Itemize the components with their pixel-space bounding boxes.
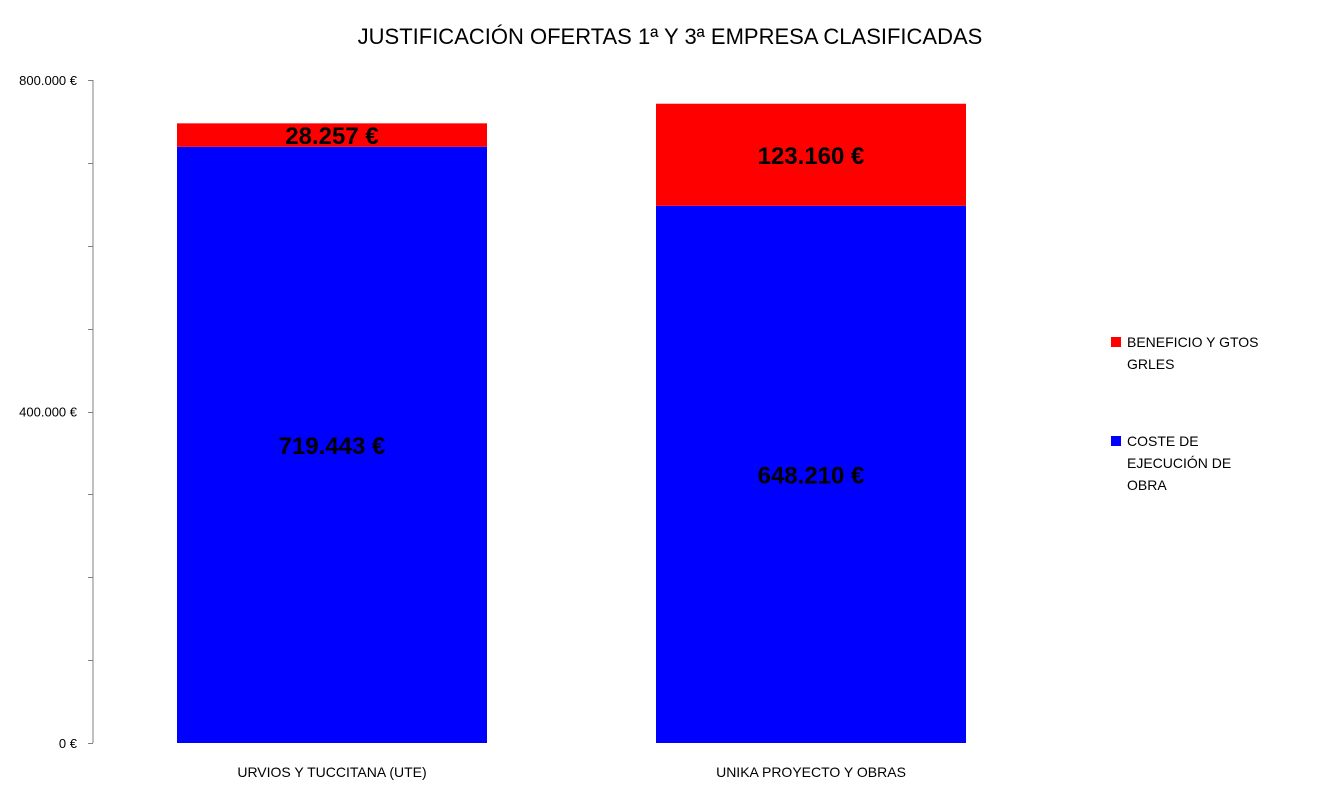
y-tick-label: 800.000 € bbox=[19, 73, 78, 88]
legend: BENEFICIO Y GTOS GRLES COSTE DE EJECUCIÓN D… bbox=[1111, 334, 1258, 493]
bar-segment bbox=[656, 205, 966, 743]
bar-segment bbox=[177, 146, 487, 744]
data-label: 123.160 € bbox=[758, 143, 865, 170]
y-tick-label: 0 € bbox=[59, 736, 78, 751]
legend-swatch bbox=[1111, 436, 1121, 446]
category-label: UNIKA PROYECTO Y OBRAS bbox=[716, 764, 906, 780]
bars bbox=[177, 103, 966, 744]
chart-title: JUSTIFICACIÓN OFERTAS 1ª Y 3ª EMPRESA CL… bbox=[358, 24, 983, 49]
category-labels: URVIOS Y TUCCITANA (UTE) UNIKA PROYECTO Y… bbox=[237, 764, 906, 780]
category-label: URVIOS Y TUCCITANA (UTE) bbox=[237, 764, 426, 780]
legend-label: EJECUCIÓN DE bbox=[1127, 455, 1231, 471]
legend-label: BENEFICIO Y GTOS bbox=[1127, 334, 1258, 350]
bar-segment bbox=[177, 123, 487, 147]
data-label: 28.257 € bbox=[285, 123, 378, 150]
legend-swatch bbox=[1111, 337, 1121, 347]
value-labels: 719.443 € 28.257 € 648.210 € 123.160 € bbox=[279, 123, 865, 489]
legend-label: OBRA bbox=[1127, 477, 1167, 493]
legend-label: GRLES bbox=[1127, 356, 1174, 372]
legend-label: COSTE DE bbox=[1127, 433, 1199, 449]
data-label: 648.210 € bbox=[758, 462, 865, 489]
bar-segment bbox=[656, 103, 966, 206]
data-label: 719.443 € bbox=[279, 433, 386, 460]
y-tick-label: 400.000 € bbox=[19, 405, 78, 420]
y-axis: 0 € 400.000 € 800.000 € bbox=[19, 73, 94, 751]
